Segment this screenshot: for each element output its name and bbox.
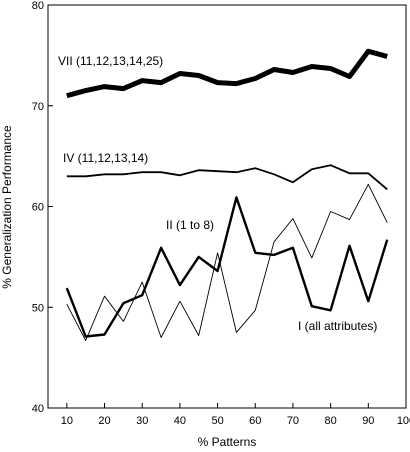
x-tick-label: 10 <box>61 415 73 427</box>
x-tick-label: 20 <box>98 415 110 427</box>
tick-group: 10 20 30 40 50 60 70 80 90 100 40 50 60 70 80 <box>32 0 410 427</box>
y-tick-label: 40 <box>32 403 44 415</box>
series-ii-label: II (1 to 8) <box>166 218 214 232</box>
x-tick-label: 30 <box>136 415 148 427</box>
x-tick-label: 80 <box>325 415 337 427</box>
x-tick-label: 90 <box>362 415 374 427</box>
x-tick-label: 100 <box>397 415 410 427</box>
x-tick-label: 70 <box>287 415 299 427</box>
x-tick-label: 60 <box>249 415 261 427</box>
y-tick-label: 80 <box>32 0 44 12</box>
x-axis-label: % Patterns <box>198 435 257 449</box>
series-iv-label: IV (11,12,13,14) <box>63 151 148 165</box>
series-group <box>65 48 389 341</box>
series-vii-label: VII (11,12,13,14,25) <box>58 54 163 68</box>
y-tick-label: 50 <box>32 302 44 314</box>
x-tick-label: 40 <box>174 415 186 427</box>
series-i-label: I (all attributes) <box>298 319 377 333</box>
y-tick-label: 60 <box>32 202 44 214</box>
series-i-line <box>65 196 389 338</box>
series-vii-line <box>66 48 388 99</box>
series-label-group: VII (11,12,13,14,25) IV (11,12,13,14) II (… <box>58 54 377 333</box>
y-tick-label: 70 <box>32 101 44 113</box>
y-axis-label: % Generalization Performance <box>0 125 14 289</box>
series-ii-line <box>66 183 388 341</box>
x-tick-label: 50 <box>211 415 223 427</box>
series-iv-line <box>66 164 388 191</box>
